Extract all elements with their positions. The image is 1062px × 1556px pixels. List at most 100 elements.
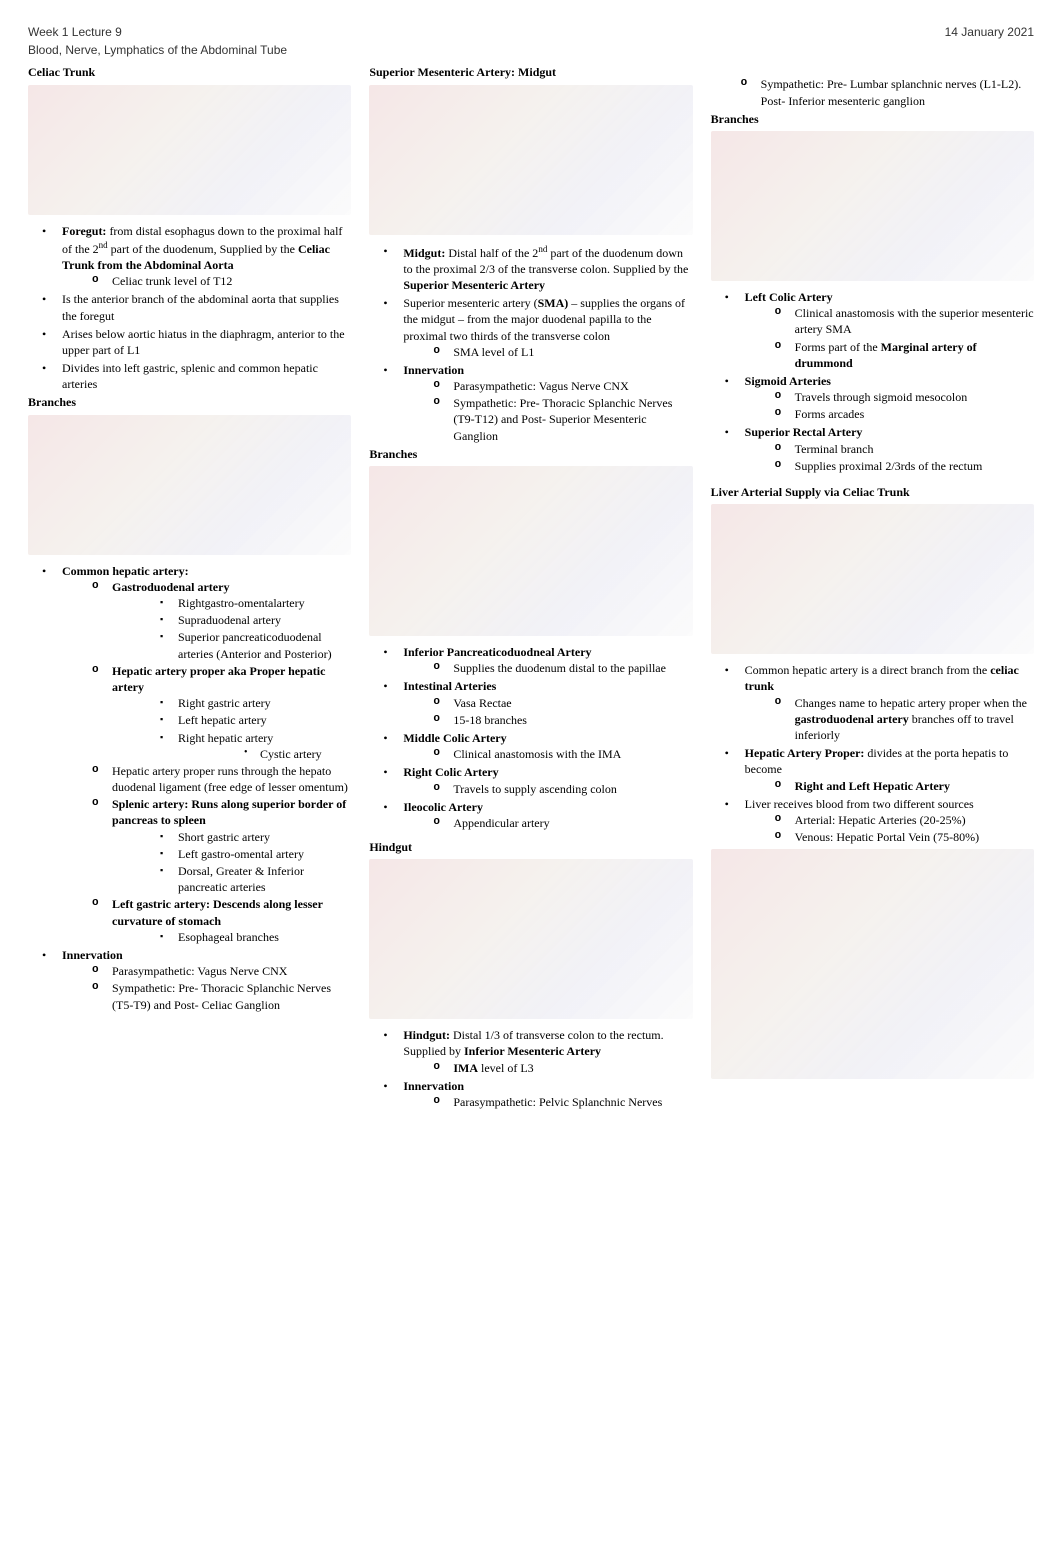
- header-right: 14 January 2021: [945, 24, 1034, 40]
- celiac-trunk-image: [28, 85, 351, 215]
- sma-title: Superior Mesenteric Artery: Midgut: [369, 64, 692, 80]
- innv3-1: Parasympathetic: Pelvic Splanchnic Nerve…: [403, 1094, 692, 1110]
- sra-1: Terminal branch: [745, 441, 1034, 457]
- ima-text: level of L3: [478, 1061, 534, 1075]
- sympathetic-lumbar: Sympathetic: Pre- Lumbar splanchnic nerv…: [711, 76, 1034, 108]
- hap-3: Right hepatic artery Cystic artery: [112, 730, 351, 762]
- left-gastric-artery: Left gastric artery: Descends along less…: [62, 896, 351, 945]
- hg-label: Hindgut:: [403, 1028, 450, 1042]
- lca-1: Clinical anastomosis with the superior m…: [745, 305, 1034, 337]
- liver-1: Common hepatic artery is a direct branch…: [711, 662, 1034, 743]
- arises-below: Arises below aortic hiatus in the diaphr…: [28, 326, 351, 358]
- column-2: Superior Mesenteric Artery: Midgut Midgu…: [369, 62, 692, 1112]
- sma-branches-image: [369, 466, 692, 636]
- celiac-branches-image: [28, 415, 351, 555]
- liv3o1: Arterial: Hepatic Arteries (20-25%): [745, 812, 1034, 828]
- sig-2: Forms arcades: [745, 406, 1034, 422]
- gda-label: Gastroduodenal artery: [112, 580, 229, 594]
- ica-label: Ileocolic Artery: [403, 800, 483, 814]
- middle-colic-artery: Middle Colic Artery Clinical anastomosis…: [369, 730, 692, 762]
- innv2-1: Parasympathetic: Vagus Nerve CNX: [403, 378, 692, 394]
- innv1-2: Sympathetic: Pre- Thoracic Splanchic Ner…: [62, 980, 351, 1012]
- ia-2: 15-18 branches: [403, 712, 692, 728]
- branches-label-1: Branches: [28, 394, 351, 410]
- anterior-branch: Is the anterior branch of the abdominal …: [28, 291, 351, 323]
- sigmoid-arteries: Sigmoid Arteries Travels through sigmoid…: [711, 373, 1034, 423]
- left-colic-artery: Left Colic Artery Clinical anastomosis w…: [711, 289, 1034, 371]
- cha-label: Common hepatic artery:: [62, 564, 189, 578]
- gda-1: Rightgastro-omentalartery: [112, 595, 351, 611]
- hap-label: Hepatic artery proper aka Proper hepatic…: [112, 664, 325, 694]
- page-subheader: Blood, Nerve, Lymphatics of the Abdomina…: [28, 42, 1034, 58]
- ipd-artery: Inferior Pancreaticoduodneal Artery Supp…: [369, 644, 692, 676]
- liv1a: Common hepatic artery is a direct branch…: [745, 663, 991, 677]
- liv3: Liver receives blood from two different …: [745, 797, 974, 811]
- liv2a: Hepatic Artery Proper:: [745, 746, 865, 760]
- innv-label-2: Innervation: [403, 363, 464, 377]
- rca-1: Travels to supply ascending colon: [403, 781, 692, 797]
- celiac-level: Celiac trunk level of T12: [62, 273, 351, 289]
- page-header: Week 1 Lecture 9 14 January 2021: [28, 24, 1034, 40]
- lca-2: Forms part of the Marginal artery of dru…: [745, 339, 1034, 371]
- midgut-bold-2: Superior Mesenteric Artery: [403, 278, 545, 292]
- hindgut-item: Hindgut: Distal 1/3 of transverse colon …: [369, 1027, 692, 1076]
- sma-image: [369, 85, 692, 235]
- ima-bold: IMA: [453, 1061, 478, 1075]
- splenic-artery: Splenic artery: Runs along superior bord…: [62, 796, 351, 895]
- sra-label: Superior Rectal Artery: [745, 425, 863, 439]
- liver-2: Hepatic Artery Proper: divides at the po…: [711, 745, 1034, 794]
- column-3: Sympathetic: Pre- Lumbar splanchnic nerv…: [711, 62, 1034, 1112]
- ileocolic-artery: Ileocolic Artery Appendicular artery: [369, 799, 692, 831]
- foregut-sup: nd: [99, 240, 108, 250]
- lga-label: Left gastric artery: Descends along less…: [112, 897, 323, 927]
- rca-label: Right Colic Artery: [403, 765, 498, 779]
- celiac-trunk-title: Celiac Trunk: [28, 64, 351, 80]
- lca-2a: Forms part of the: [795, 340, 881, 354]
- superior-rectal-artery: Superior Rectal Artery Terminal branch S…: [711, 424, 1034, 474]
- liv1o1b: gastroduodenal artery: [795, 712, 909, 726]
- hg-bold-2: Inferior Mesenteric Artery: [464, 1044, 601, 1058]
- right-colic-artery: Right Colic Artery Travels to supply asc…: [369, 764, 692, 796]
- sma-level: SMA level of L1: [403, 344, 692, 360]
- mca-label: Middle Colic Artery: [403, 731, 506, 745]
- foregut-label: Foregut:: [62, 224, 106, 238]
- ima-level: IMA level of L3: [403, 1060, 692, 1076]
- sma-bold: SMA): [538, 296, 569, 310]
- foregut-item: Foregut: from distal esophagus down to t…: [28, 223, 351, 290]
- ia-label: Intestinal Arteries: [403, 679, 496, 693]
- liv2o1b: Right and Left Hepatic Artery: [795, 779, 950, 793]
- common-hepatic-artery: Common hepatic artery: Gastroduodenal ar…: [28, 563, 351, 945]
- cha-note: Hepatic artery proper runs through the h…: [62, 763, 351, 795]
- innervation-3: Innervation Parasympathetic: Pelvic Spla…: [369, 1078, 692, 1110]
- sma-text-a: Superior mesenteric artery (: [403, 296, 537, 310]
- liver-3: Liver receives blood from two different …: [711, 796, 1034, 846]
- mca-1: Clinical anastomosis with the IMA: [403, 746, 692, 762]
- innervation-2: Innervation Parasympathetic: Vagus Nerve…: [369, 362, 692, 444]
- ima-branches-image: [711, 131, 1034, 281]
- hindgut-image: [369, 859, 692, 1019]
- innv-label-1: Innervation: [62, 948, 123, 962]
- gastroduodenal-artery: Gastroduodenal artery Rightgastro-omenta…: [62, 579, 351, 662]
- spl-1: Short gastric artery: [112, 829, 351, 845]
- liver-title: Liver Arterial Supply via Celiac Trunk: [711, 484, 1034, 500]
- ipd-1: Supplies the duodenum distal to the papi…: [403, 660, 692, 676]
- midgut-item: Midgut: Distal half of the 2nd part of t…: [369, 243, 692, 294]
- liver-image-1: [711, 504, 1034, 654]
- liv3o2: Venous: Hepatic Portal Vein (75-80%): [745, 829, 1034, 845]
- hap-2: Left hepatic artery: [112, 712, 351, 728]
- lca-label: Left Colic Artery: [745, 290, 833, 304]
- spl-2: Left gastro-omental artery: [112, 846, 351, 862]
- cystic-artery: Cystic artery: [178, 746, 351, 762]
- hindgut-title: Hindgut: [369, 839, 692, 855]
- innv-label-3: Innervation: [403, 1079, 464, 1093]
- branches-label-2: Branches: [369, 446, 692, 462]
- innv2-2: Sympathetic: Pre- Thoracic Splanchic Ner…: [403, 395, 692, 444]
- midgut-label: Midgut:: [403, 246, 445, 260]
- spl-3: Dorsal, Greater & Inferior pancreatic ar…: [112, 863, 351, 895]
- branches-label-3: Branches: [711, 111, 1034, 127]
- midgut-sup: nd: [538, 244, 547, 254]
- sig-1: Travels through sigmoid mesocolon: [745, 389, 1034, 405]
- liv1o1: Changes name to hepatic artery proper wh…: [745, 695, 1034, 744]
- hap-3-text: Right hepatic artery: [178, 731, 273, 745]
- liv1o1a: Changes name to hepatic artery proper wh…: [795, 696, 1027, 710]
